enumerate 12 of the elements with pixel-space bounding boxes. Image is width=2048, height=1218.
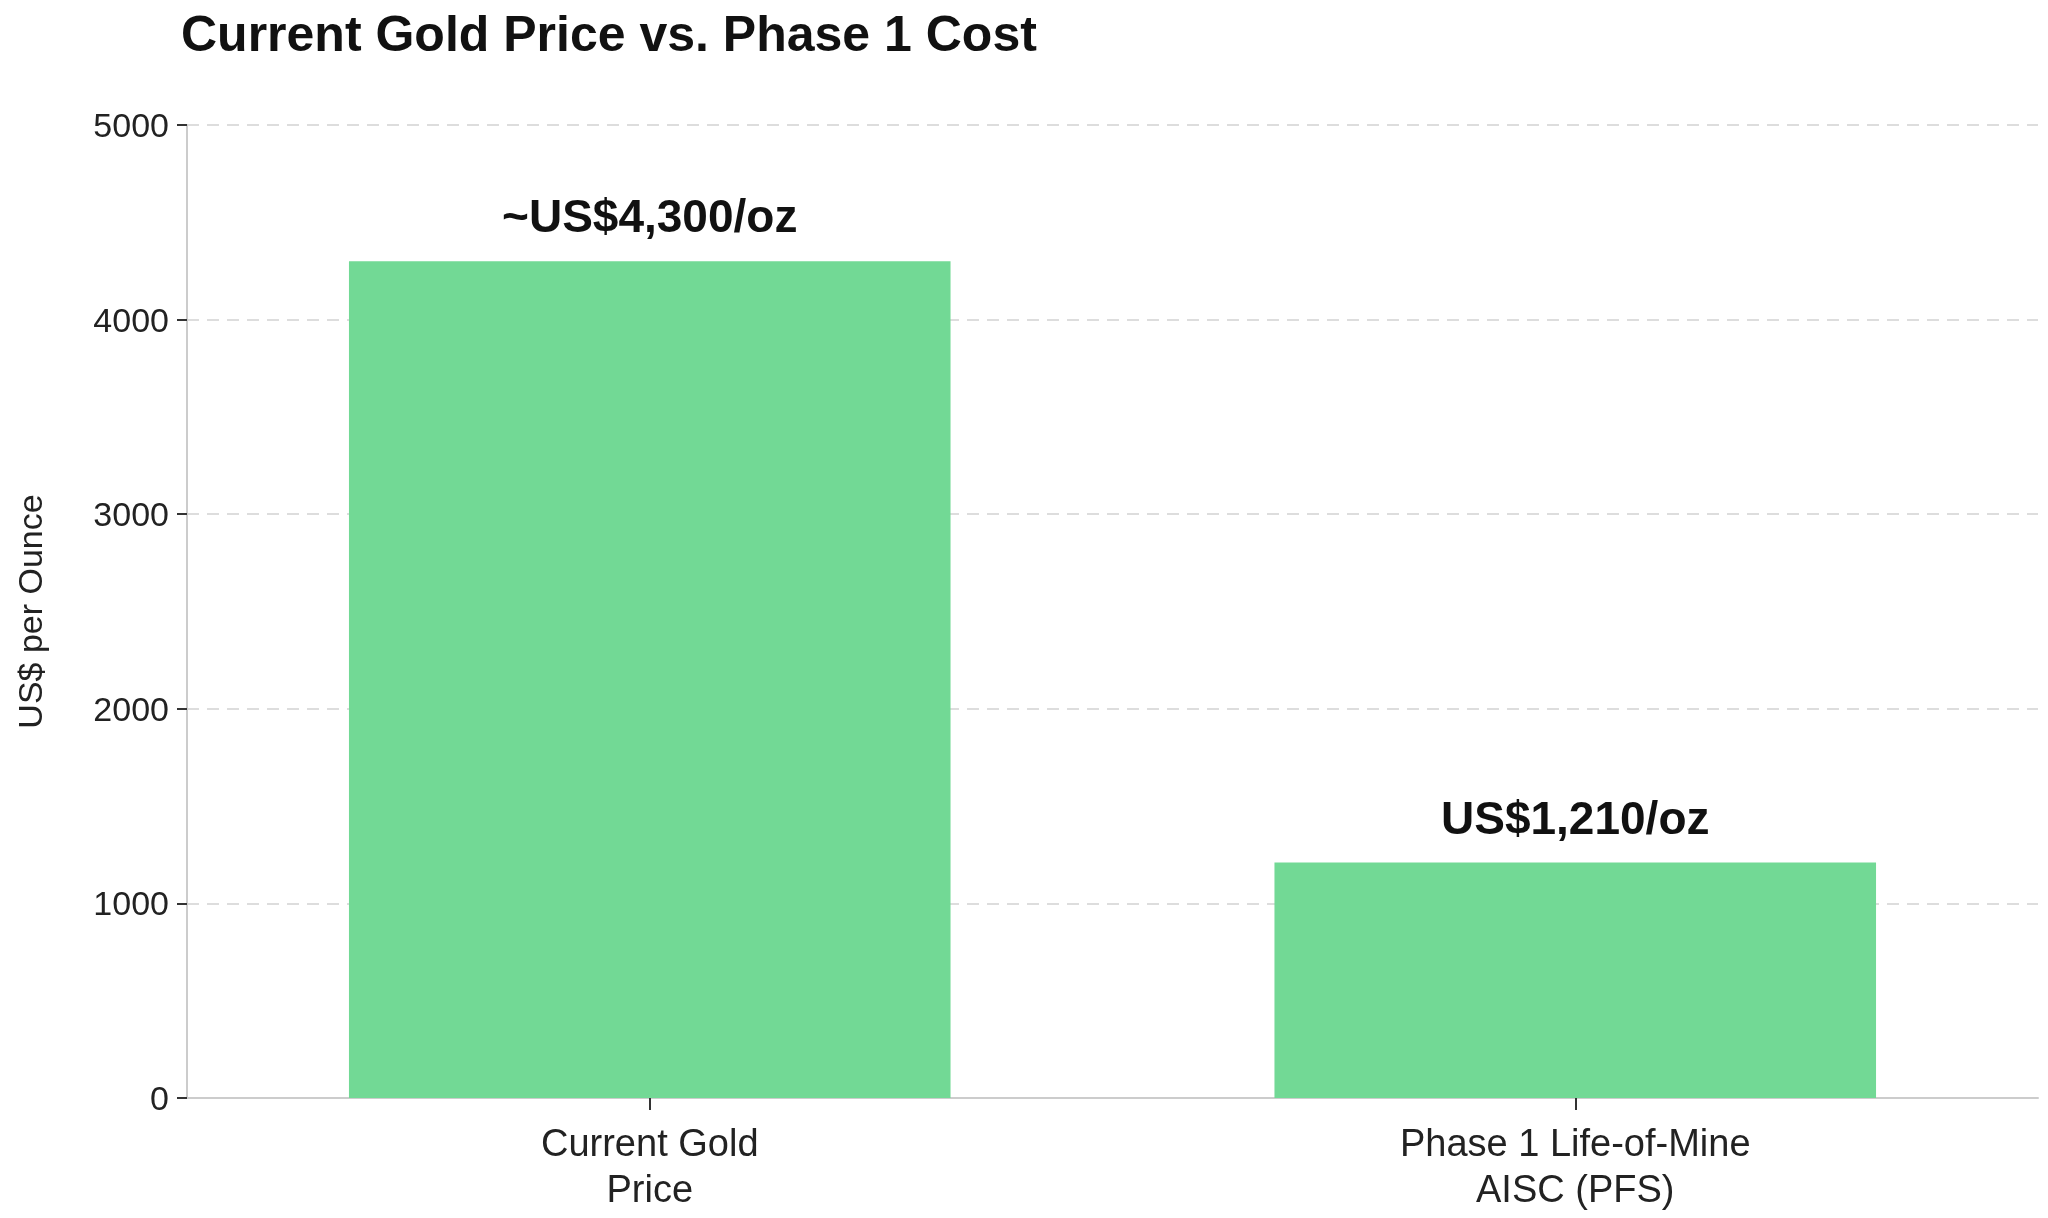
y-tick-label: 4000 [93,300,169,339]
x-tick-label: Current Gold Price [540,1122,759,1210]
y-tick-label: 3000 [93,495,169,534]
chart-title: Current Gold Price vs. Phase 1 Cost [181,6,1038,62]
data-label: US$1,210/oz [1441,791,1710,844]
y-axis-title: US$ per Ounce [11,494,49,729]
y-tick-label: 0 [150,1079,169,1117]
x-tick-label: Phase 1 Life-of-Mine AISC (PFS) [1399,1122,1751,1210]
y-tick-label: 1000 [93,884,169,923]
y-tick-label: 2000 [93,689,169,728]
y-tick-label: 5000 [93,106,169,144]
data-label: ~US$4,300/oz [502,190,798,243]
